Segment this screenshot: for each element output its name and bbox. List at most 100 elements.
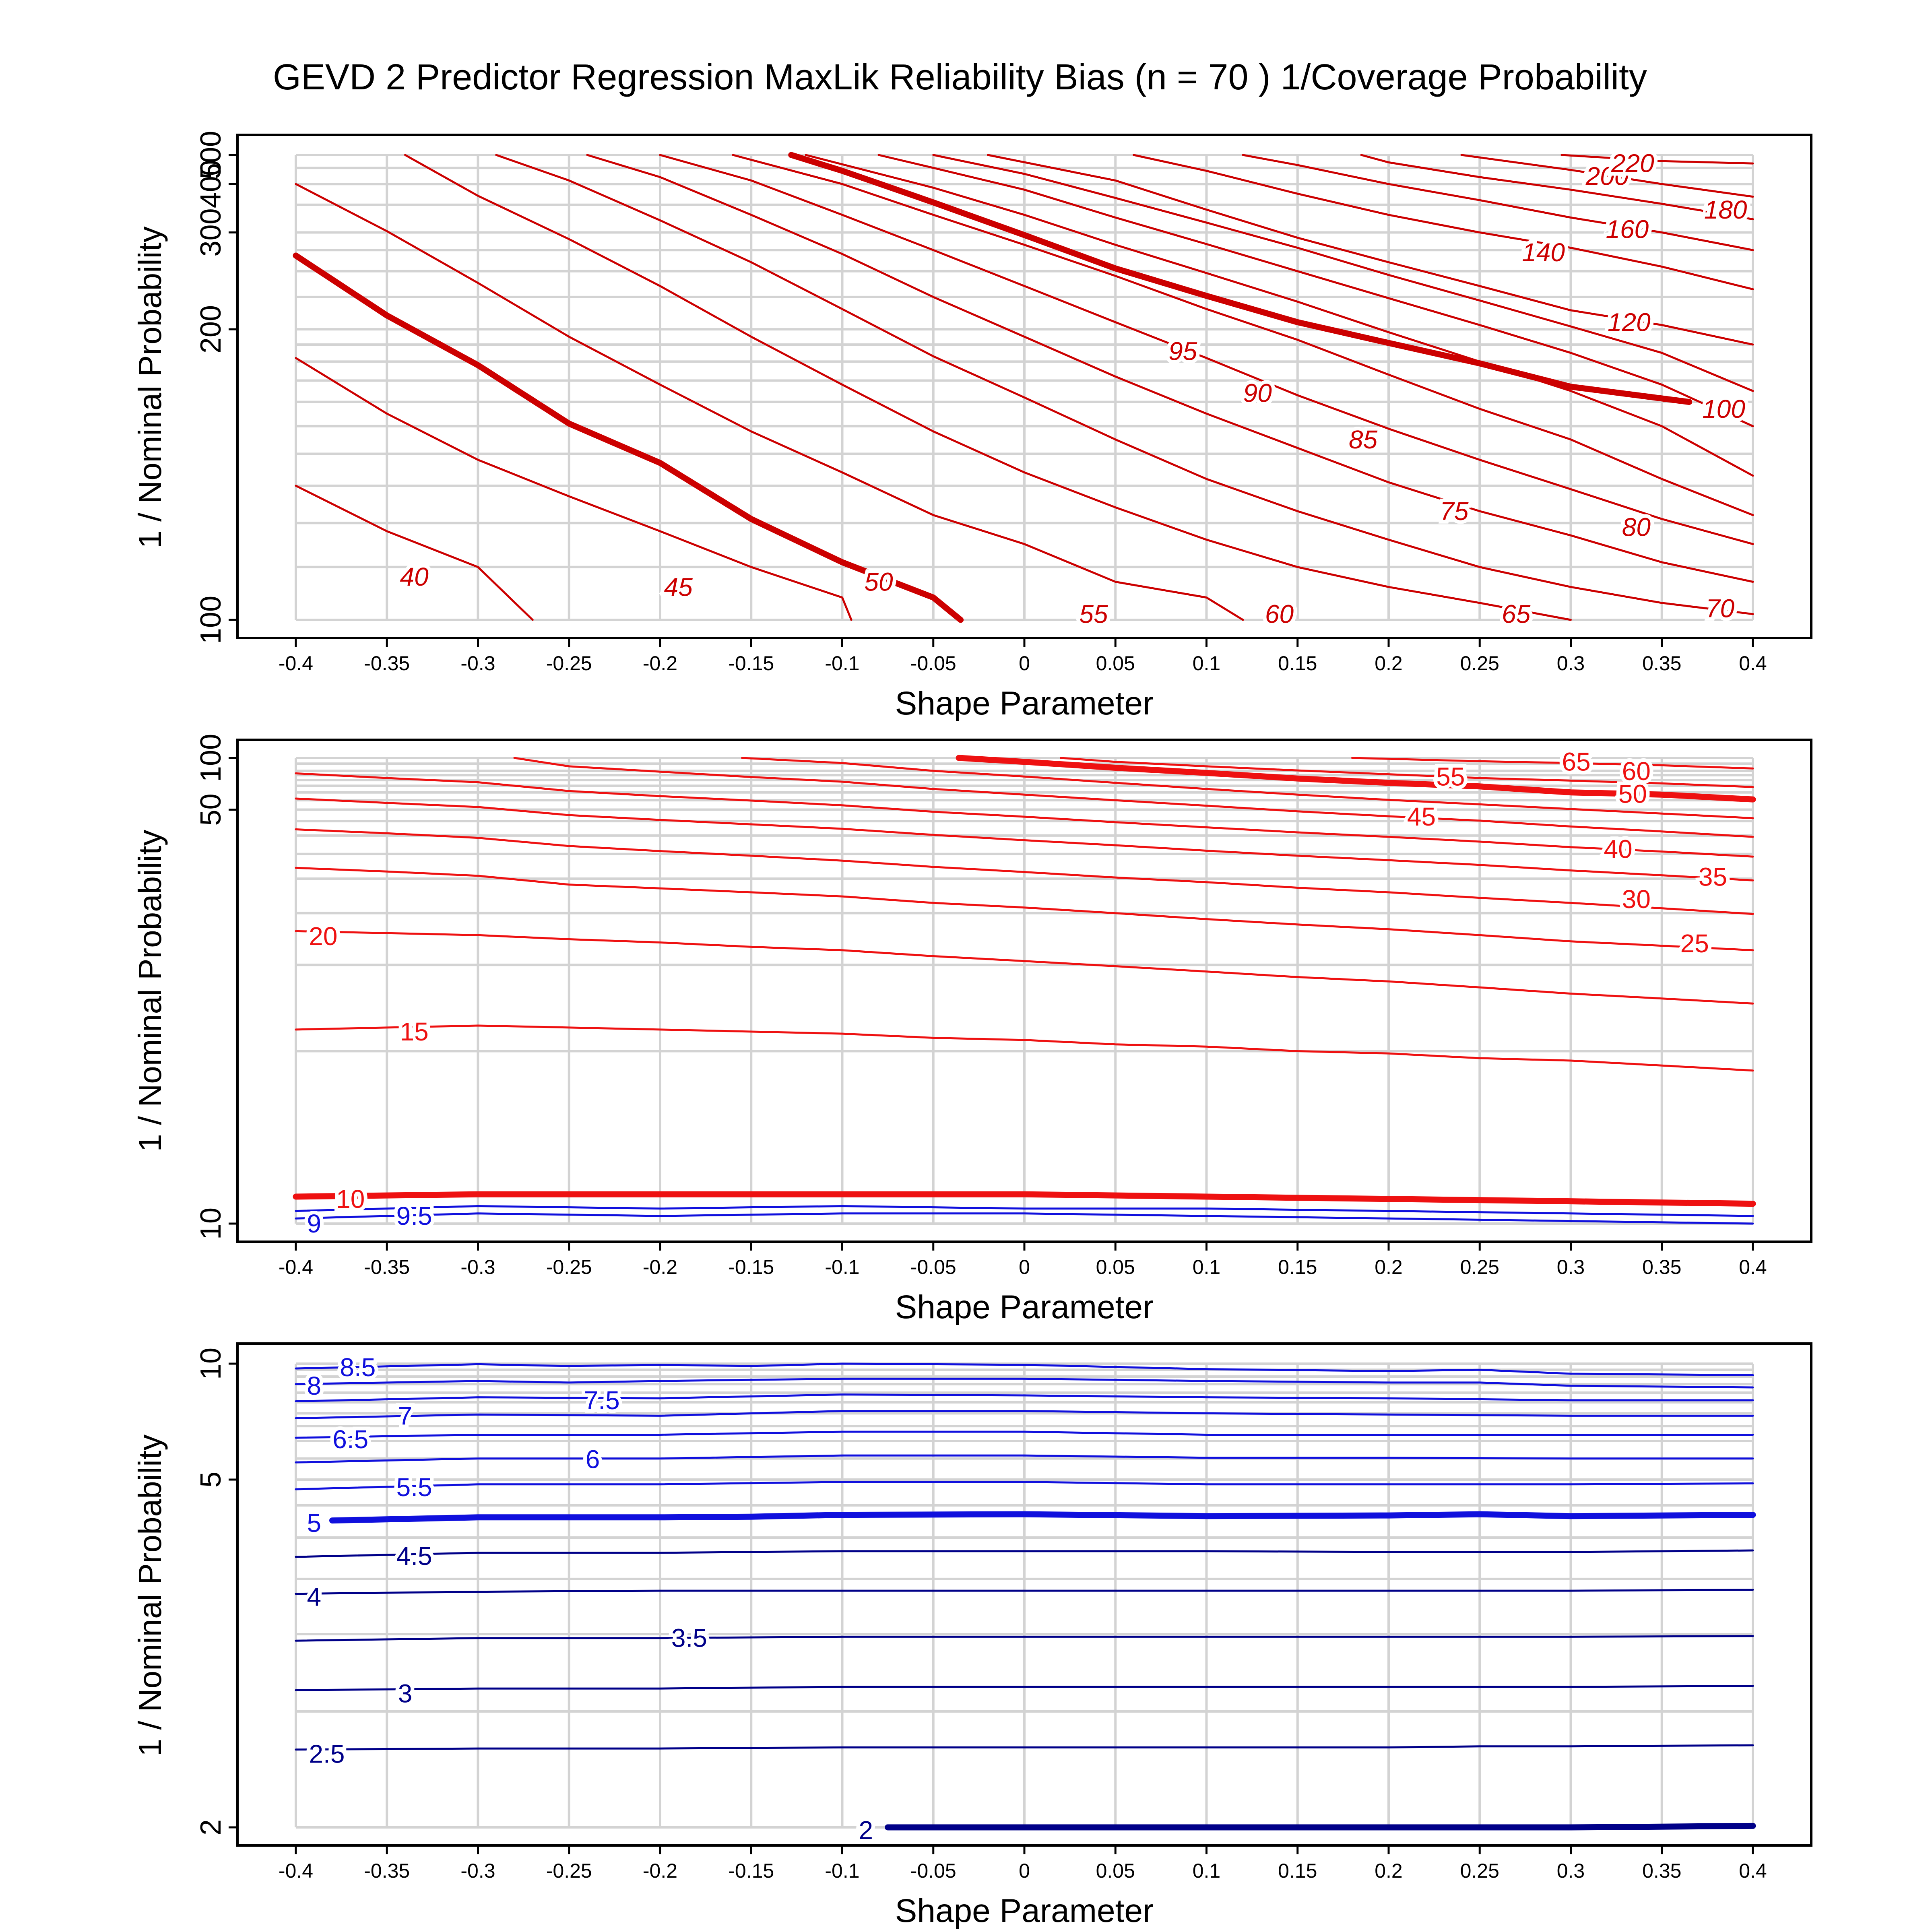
contour-line-40 bbox=[295, 772, 1754, 858]
contour-line-2 bbox=[885, 1823, 1756, 1831]
contour-label-8-5: 8.5 bbox=[340, 1353, 376, 1382]
x-tick-label-9: 0.05 bbox=[1096, 1256, 1135, 1278]
contour-line-35 bbox=[295, 797, 1754, 881]
x-tick-label-2: -0.3 bbox=[460, 1256, 495, 1278]
x-tick-label-4: -0.2 bbox=[643, 1256, 677, 1278]
contour-label-85: 85 bbox=[1349, 425, 1378, 454]
x-tick-label-13: 0.25 bbox=[1460, 1860, 1499, 1882]
contour-label-9-5: 9.5 bbox=[396, 1201, 432, 1230]
y-tick-label-1: 50 bbox=[195, 794, 227, 826]
x-tick-label-6: -0.1 bbox=[825, 652, 859, 675]
contour-label-25: 25 bbox=[1680, 929, 1709, 958]
contour-line-70 bbox=[586, 154, 1754, 583]
x-tick-label-3: -0.25 bbox=[546, 1256, 592, 1278]
contour-line-4 bbox=[295, 1589, 1754, 1595]
contour-line-2-5 bbox=[295, 1744, 1754, 1751]
contour-line-25 bbox=[295, 867, 1754, 952]
contour-line-10 bbox=[293, 1191, 1756, 1207]
contour-label-6: 6 bbox=[586, 1445, 600, 1474]
y-tick-label-2: 10 bbox=[195, 1348, 227, 1380]
contour-label-60: 60 bbox=[1265, 600, 1294, 629]
y-tick-label-1: 5 bbox=[195, 1472, 227, 1488]
x-tick-label-11: 0.15 bbox=[1278, 1860, 1317, 1882]
x-tick-label-0: -0.4 bbox=[279, 652, 313, 675]
x-tick-label-9: 0.05 bbox=[1096, 652, 1135, 675]
contour-label-50: 50 bbox=[864, 568, 893, 597]
contour-line-220 bbox=[1560, 154, 1754, 165]
x-tick-label-10: 0.1 bbox=[1193, 1256, 1221, 1278]
contour-label-90: 90 bbox=[1243, 379, 1272, 408]
contour-line-7 bbox=[295, 1410, 1754, 1419]
contour-line-95 bbox=[932, 154, 1754, 392]
x-tick-label-7: -0.05 bbox=[910, 652, 956, 675]
x-tick-label-16: 0.4 bbox=[1739, 652, 1767, 675]
x-tick-label-14: 0.3 bbox=[1557, 1256, 1585, 1278]
contour-label-180: 180 bbox=[1704, 195, 1747, 224]
x-tick-label-2: -0.3 bbox=[460, 652, 495, 675]
contour-line-120 bbox=[987, 154, 1754, 346]
contour-label-65: 65 bbox=[1502, 600, 1531, 629]
contour-line-140 bbox=[1133, 154, 1754, 291]
x-tick-label-5: -0.15 bbox=[728, 1860, 774, 1882]
contour-line-45 bbox=[513, 757, 1754, 838]
contour-label-30: 30 bbox=[1622, 885, 1651, 914]
contour-panel-2: 9 9.5 10 15 20 25 30 35 40 45 50 55 60 65 -0.4 -0.35 -0.… bbox=[132, 734, 1812, 1325]
contour-label-8: 8 bbox=[307, 1371, 321, 1400]
x-tick-label-11: 0.15 bbox=[1278, 1256, 1317, 1278]
contour-line-65 bbox=[1351, 757, 1754, 770]
x-tick-label-16: 0.4 bbox=[1739, 1860, 1767, 1882]
contour-line-6 bbox=[295, 1454, 1754, 1463]
y-tick-label-4: 500 bbox=[195, 131, 227, 179]
contour-line-65 bbox=[495, 154, 1754, 615]
contour-label-3: 3 bbox=[398, 1679, 413, 1708]
x-tick-label-8: 0 bbox=[1019, 1256, 1030, 1278]
contour-label-2-5: 2.5 bbox=[309, 1740, 345, 1769]
x-tick-label-5: -0.15 bbox=[728, 652, 774, 675]
y-tick-label-3: 400 bbox=[195, 160, 227, 208]
contour-line-55 bbox=[295, 183, 1244, 621]
contour-label-20: 20 bbox=[309, 922, 337, 951]
contour-line-75 bbox=[659, 154, 1754, 545]
x-tick-label-3: -0.25 bbox=[546, 1860, 592, 1882]
contour-label-120: 120 bbox=[1608, 308, 1651, 337]
contour-line-15 bbox=[295, 1024, 1754, 1072]
y-tick-label-1: 200 bbox=[195, 305, 227, 353]
x-tick-label-0: -0.4 bbox=[279, 1860, 313, 1882]
contour-line-50 bbox=[293, 252, 964, 623]
contour-label-3-5: 3.5 bbox=[671, 1624, 707, 1653]
x-tick-label-5: -0.15 bbox=[728, 1256, 774, 1278]
x-axis-label: Shape Parameter bbox=[895, 1893, 1154, 1929]
x-tick-label-6: -0.1 bbox=[825, 1256, 859, 1278]
x-tick-label-8: 0 bbox=[1019, 1860, 1030, 1882]
contour-label-70: 70 bbox=[1706, 594, 1735, 623]
x-tick-label-7: -0.05 bbox=[910, 1256, 956, 1278]
contour-label-45: 45 bbox=[1407, 802, 1436, 831]
y-tick-label-0: 2 bbox=[195, 1819, 227, 1835]
x-tick-label-10: 0.1 bbox=[1193, 1860, 1221, 1882]
y-tick-label-0: 10 bbox=[195, 1208, 227, 1240]
contour-label-200: 200 bbox=[1585, 162, 1629, 191]
contour-label-45: 45 bbox=[664, 572, 693, 601]
contour-label-40: 40 bbox=[1604, 835, 1633, 864]
x-tick-label-7: -0.05 bbox=[910, 1860, 956, 1882]
contour-line-9-5 bbox=[295, 1205, 1754, 1217]
y-axis-label: 1 / Nominal Probability bbox=[132, 830, 168, 1152]
contour-label-80: 80 bbox=[1622, 512, 1651, 541]
contour-label-95: 95 bbox=[1168, 336, 1197, 365]
contour-line-40 bbox=[295, 485, 534, 621]
contour-label-4: 4 bbox=[307, 1582, 321, 1611]
contour-line-100 bbox=[788, 152, 1693, 405]
chart-title: GEVD 2 Predictor Regression MaxLik Relia… bbox=[273, 57, 1647, 97]
contour-label-35: 35 bbox=[1699, 863, 1727, 892]
x-tick-label-13: 0.25 bbox=[1460, 652, 1499, 675]
contour-label-220: 220 bbox=[1611, 149, 1654, 178]
x-tick-label-4: -0.2 bbox=[643, 1860, 677, 1882]
contour-line-9 bbox=[295, 1212, 1754, 1225]
x-tick-label-12: 0.2 bbox=[1375, 652, 1403, 675]
contour-line-5 bbox=[329, 1511, 1756, 1524]
contour-label-15: 15 bbox=[400, 1017, 429, 1046]
contour-label-60: 60 bbox=[1622, 757, 1651, 786]
x-tick-label-2: -0.3 bbox=[460, 1860, 495, 1882]
contour-line-8 bbox=[295, 1377, 1754, 1389]
